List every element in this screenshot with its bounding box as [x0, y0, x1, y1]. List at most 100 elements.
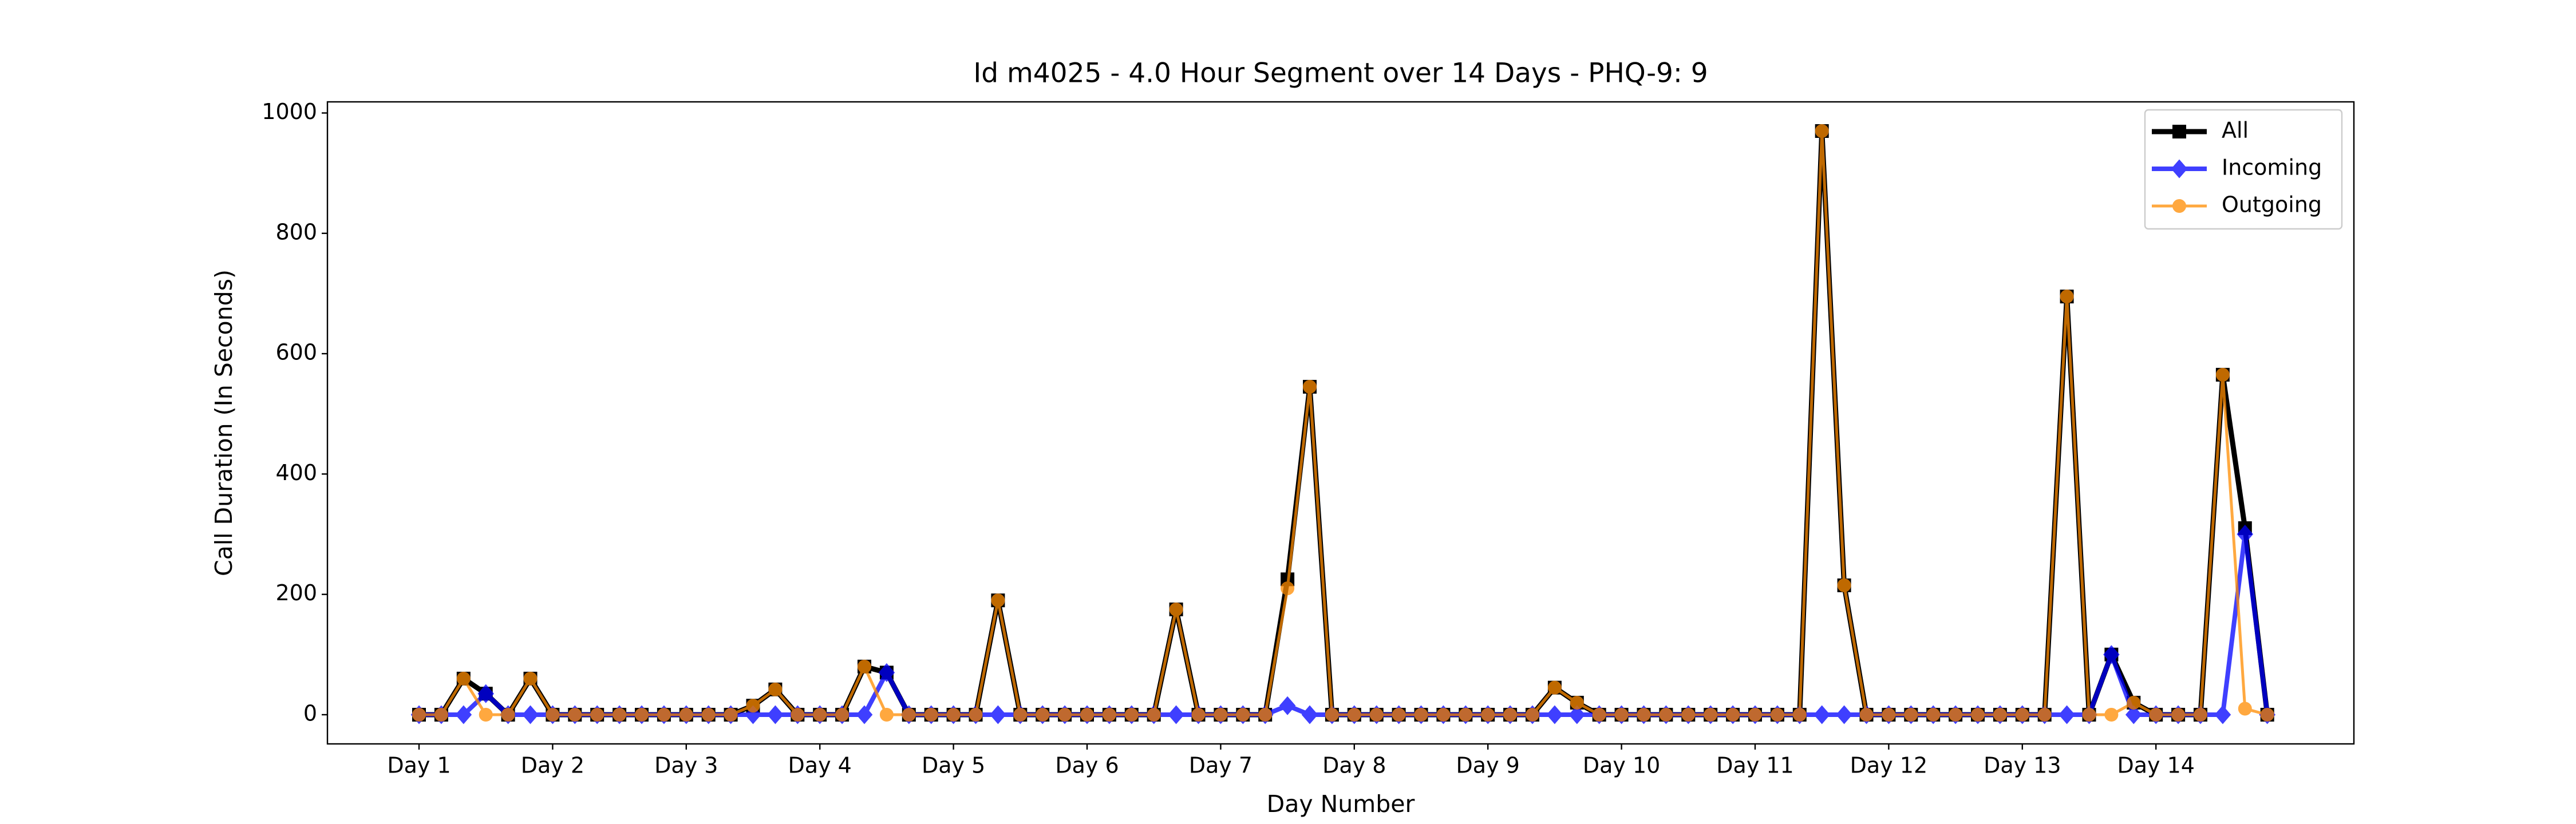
data-point [2015, 708, 2029, 722]
data-point [1949, 708, 1963, 722]
x-tick-label: Day 5 [922, 753, 985, 778]
data-point [1258, 708, 1273, 722]
data-point [2125, 705, 2142, 724]
data-point [902, 708, 916, 722]
x-tick-label: Day 2 [521, 753, 584, 778]
data-point [1036, 708, 1050, 722]
data-point [635, 708, 649, 722]
x-tick-label: Day 11 [1716, 753, 1793, 778]
data-point [701, 708, 716, 722]
data-point [1481, 708, 1495, 722]
data-point [767, 705, 784, 724]
data-point [657, 708, 671, 722]
x-tick-label: Day 12 [1850, 753, 1927, 778]
x-tick-label: Day 3 [654, 753, 718, 778]
data-point [858, 659, 871, 674]
data-point [1347, 708, 1361, 722]
x-tick-label: Day 8 [1322, 753, 1386, 778]
data-point [1681, 708, 1696, 722]
x-tick-label: Day 10 [1583, 753, 1660, 778]
data-point [1013, 708, 1028, 722]
data-point [2104, 708, 2119, 722]
series-outgoing [412, 124, 2274, 722]
y-tick-label: 1000 [262, 99, 317, 124]
x-tick-label: Day 14 [2117, 753, 2194, 778]
y-axis-label: Call Duration (In Seconds) [210, 270, 238, 576]
plot-frame [326, 101, 2355, 745]
data-point [1279, 696, 1296, 715]
legend-label: All [2222, 118, 2249, 143]
legend-entry [2152, 159, 2207, 179]
x-tick-label: Day 9 [1456, 753, 1520, 778]
data-point [1392, 708, 1406, 722]
data-point [746, 699, 760, 713]
data-point [835, 708, 850, 722]
data-point [434, 708, 448, 722]
data-point [1147, 708, 1161, 722]
data-point [2215, 367, 2230, 382]
data-point [1547, 680, 1562, 695]
data-point [1971, 708, 1985, 722]
data-point [924, 708, 938, 722]
y-tick-label: 0 [303, 701, 317, 726]
data-point [613, 708, 627, 722]
data-point [2037, 708, 2052, 722]
data-point [2260, 708, 2274, 722]
data-point [1836, 705, 1852, 724]
legend-marker [2171, 159, 2188, 179]
data-point [791, 708, 805, 722]
data-point [679, 708, 693, 722]
y-tick-label: 200 [275, 580, 317, 605]
data-point [991, 593, 1005, 608]
data-point [2194, 708, 2207, 722]
data-point [990, 705, 1006, 724]
data-point [1169, 602, 1183, 616]
x-tick-label: Day 6 [1055, 753, 1119, 778]
data-point [546, 708, 560, 722]
data-point [1281, 581, 1295, 596]
data-point [1080, 708, 1094, 722]
legend-entry [2152, 125, 2207, 138]
data-point [1837, 578, 1851, 592]
data-point [522, 705, 539, 724]
data-point [1704, 708, 1718, 722]
data-point [1726, 708, 1740, 722]
x-tick-label: Day 13 [1984, 753, 2061, 778]
data-point [856, 705, 873, 724]
data-point [568, 708, 582, 722]
x-tick-label: Day 7 [1189, 753, 1253, 778]
data-point [1926, 708, 1941, 722]
data-point [456, 671, 471, 686]
legend-entry [2152, 199, 2207, 213]
data-point [1124, 708, 1139, 722]
data-point [1214, 708, 1228, 722]
legend-marker [2172, 125, 2186, 138]
legend-box [2144, 109, 2343, 230]
data-point [1191, 708, 1206, 722]
data-point [1436, 708, 1451, 722]
data-point [1168, 705, 1184, 724]
data-point [1568, 705, 1586, 724]
data-point [2059, 705, 2075, 724]
data-point [1301, 705, 1318, 724]
data-point [1815, 124, 1829, 138]
data-point [1570, 695, 1584, 710]
data-point [878, 663, 895, 682]
y-tick-label: 600 [275, 340, 317, 365]
data-point [1592, 708, 1606, 722]
data-point [1414, 708, 1428, 722]
x-tick-label: Day 4 [788, 753, 852, 778]
legend-marker [2172, 199, 2186, 213]
data-point [1526, 708, 1539, 722]
data-point [1058, 708, 1072, 722]
legend-label: Outgoing [2222, 192, 2322, 217]
data-point [1859, 708, 1874, 722]
data-point [1659, 708, 1673, 722]
data-point [1459, 708, 1473, 722]
data-point [1325, 708, 1339, 722]
data-point [1904, 708, 1918, 722]
data-point [2127, 695, 2141, 710]
data-point [1236, 708, 1250, 722]
data-point [2149, 708, 2163, 722]
